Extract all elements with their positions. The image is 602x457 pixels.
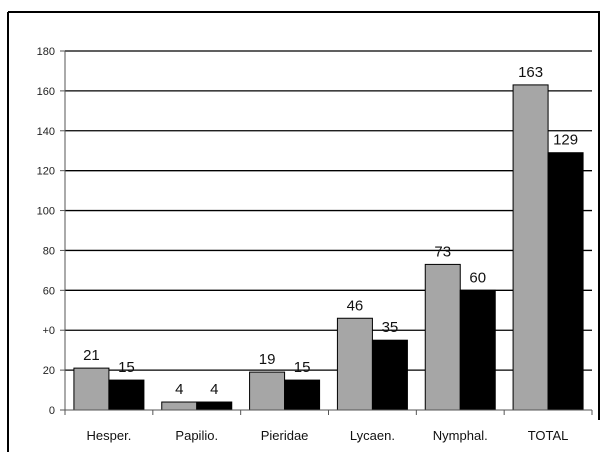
bars	[73, 84, 584, 411]
x-category-label-hesper: Hesper.	[87, 428, 132, 443]
bar-lycaen-series-2	[371, 339, 408, 411]
x-category-label-pieridae: Pieridae	[261, 428, 309, 443]
bar-hesper-series-1	[73, 367, 110, 411]
bar-papilio-series-1	[161, 401, 198, 411]
y-tick-label-100: 100	[37, 206, 55, 218]
data-label-hesper-series-1: 21	[83, 347, 100, 364]
y-tick-label-120: 120	[37, 166, 55, 178]
y-tick-label-0: 0	[49, 405, 55, 417]
y-tick-label-20: 20	[43, 365, 55, 377]
data-label-total-series-1: 163	[518, 64, 543, 81]
y-tick-label-160: 160	[37, 86, 55, 98]
labels: 0 20 +0 60 80 100 120 140 160 180 21 15 Hesper. 4 4 Pap…	[37, 46, 578, 443]
x-category-label-nymphal: Nymphal.	[433, 428, 488, 443]
data-label-papilio-series-2: 4	[210, 381, 218, 398]
bar-nymphal-series-1	[424, 263, 461, 411]
y-tick-label-80: 80	[43, 245, 55, 257]
data-label-lycaen-series-2: 35	[382, 319, 399, 336]
x-category-label-lycaen: Lycaen.	[350, 428, 395, 443]
y-tick-label-60: 60	[43, 285, 55, 297]
data-label-pieridae-series-2: 15	[294, 359, 311, 376]
y-tick-label-140: 140	[37, 126, 55, 138]
data-label-total-series-2: 129	[553, 132, 578, 149]
bar-total-series-2	[547, 152, 584, 411]
bar-nymphal-series-2	[459, 289, 496, 411]
bar-pieridae-series-1	[249, 371, 286, 411]
data-label-nymphal-series-2: 60	[469, 269, 486, 286]
bar-hesper-series-2	[108, 379, 145, 411]
y-tick-label-40: +0	[42, 325, 55, 337]
x-category-label-papilio: Papilio.	[175, 428, 218, 443]
x-category-label-total: TOTAL	[528, 428, 569, 443]
bar-lycaen-series-1	[336, 317, 373, 411]
axes	[60, 50, 593, 415]
data-label-hesper-series-2: 15	[118, 359, 135, 376]
bar-pieridae-series-2	[284, 379, 321, 411]
data-label-pieridae-series-1: 19	[259, 351, 276, 368]
gridlines	[65, 50, 592, 371]
data-label-lycaen-series-1: 46	[347, 297, 364, 314]
bar-total-series-1	[512, 84, 549, 411]
data-label-papilio-series-1: 4	[175, 381, 183, 398]
data-label-nymphal-series-1: 73	[434, 243, 451, 260]
y-tick-label-180: 180	[37, 46, 55, 58]
bar-papilio-series-2	[196, 401, 233, 411]
